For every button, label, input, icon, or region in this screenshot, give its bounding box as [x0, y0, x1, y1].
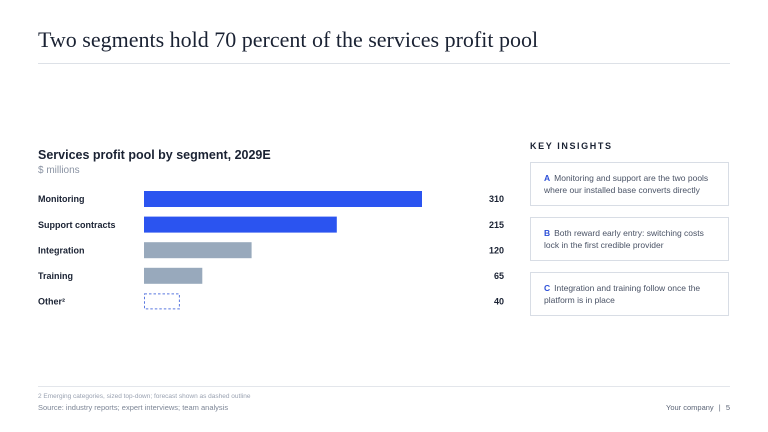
insight-letter: A — [544, 173, 551, 183]
bar-other — [144, 293, 180, 310]
company-name: Your company — [666, 403, 714, 412]
data-label: 40 — [494, 297, 504, 307]
page-number: 5 — [725, 403, 730, 412]
footnote: 2 Emerging categories, sized top-down; f… — [38, 393, 251, 400]
bar-training — [144, 267, 203, 284]
category-label: Support contracts — [38, 220, 116, 230]
source-note: Source: industry reports; expert intervi… — [38, 403, 229, 412]
insight-letter: B — [544, 228, 551, 238]
insight-text: Integration and training follow once the… — [544, 283, 701, 305]
data-label: 215 — [489, 220, 504, 230]
footer-company-page: Your company | 5 — [666, 403, 730, 412]
bar-integration — [144, 242, 252, 259]
data-label: 120 — [489, 245, 504, 255]
insight-letter: C — [544, 283, 551, 293]
slide-title: Two segments hold 70 percent of the serv… — [38, 27, 539, 52]
footer-separator: | — [718, 403, 721, 412]
footer-divider — [38, 386, 730, 387]
insight-card-b: B Both reward early entry: switching cost… — [530, 217, 729, 261]
bar-support-contracts — [144, 216, 337, 233]
category-label: Monitoring — [38, 194, 85, 204]
insight-text: Monitoring and support are the two pools… — [544, 173, 709, 195]
insight-text: Both reward early entry: switching costs… — [544, 228, 704, 250]
data-label: 310 — [489, 194, 504, 204]
category-label: Other² — [38, 297, 65, 307]
insights-heading: KEY INSIGHTS — [530, 141, 613, 151]
insight-card-a: A Monitoring and support are the two pool… — [530, 162, 729, 206]
chart-unit-label: $ millions — [38, 165, 80, 176]
bar-monitoring — [144, 191, 422, 207]
category-label: Training — [38, 271, 73, 281]
insight-card-c: C Integration and training follow once th… — [530, 272, 729, 316]
category-label: Integration — [38, 245, 85, 255]
data-label: 65 — [494, 271, 504, 281]
chart-title: Services profit pool by segment, 2029E — [38, 148, 271, 162]
title-divider — [38, 63, 730, 64]
